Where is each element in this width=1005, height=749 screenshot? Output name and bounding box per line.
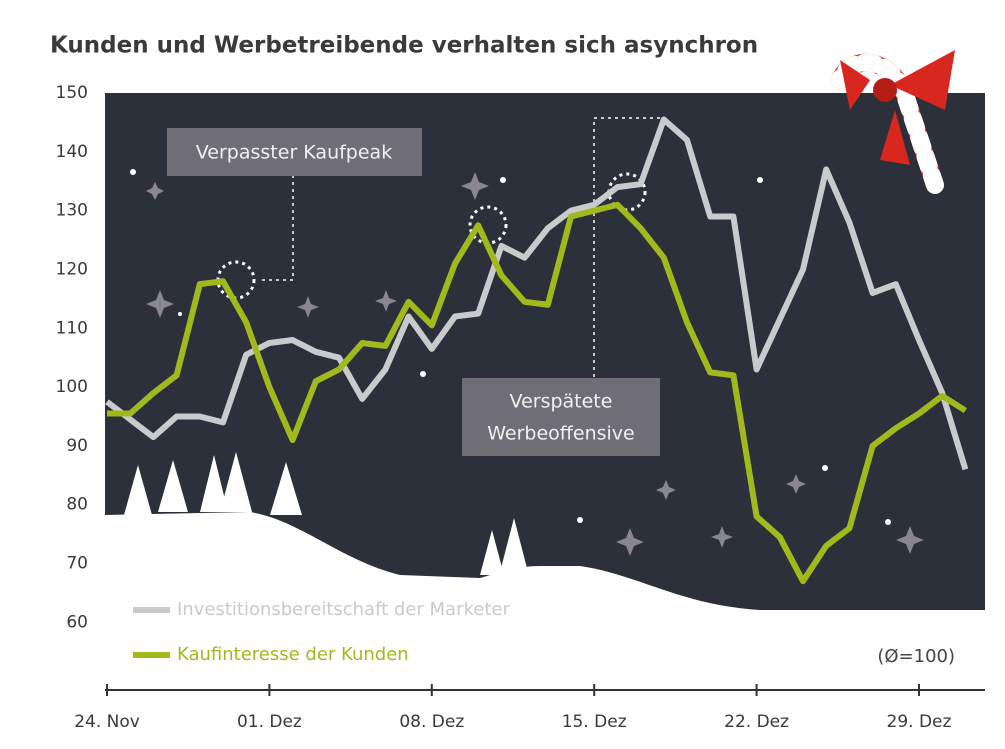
y-tick-label: 70 — [66, 554, 88, 574]
x-tick-label: 01. Dez — [237, 712, 302, 732]
y-tick-label: 80 — [66, 495, 88, 515]
y-tick-label: 150 — [56, 83, 88, 103]
x-tick-label: 15. Dez — [562, 712, 627, 732]
x-tick-label: 08. Dez — [399, 712, 464, 732]
chart-title: Kunden und Werbetreibende verhalten sich… — [50, 33, 758, 59]
x-tick-label: 24. Nov — [74, 712, 140, 732]
legend-label: Kaufinteresse der Kunden — [177, 644, 409, 665]
y-tick-label: 100 — [56, 377, 88, 397]
y-tick-label: 90 — [66, 436, 88, 456]
y-tick-label: 120 — [56, 259, 88, 279]
y-tick-label: 130 — [56, 201, 88, 221]
y-tick-label: 140 — [56, 142, 88, 162]
x-tick-label: 29. Dez — [887, 712, 952, 732]
y-tick-label: 110 — [56, 318, 88, 338]
annotation: Werbeoffensive — [487, 423, 634, 445]
chart: Kunden und Werbetreibende verhalten sich… — [0, 0, 1005, 749]
annotation: Verpasster Kaufpeak — [196, 142, 392, 164]
legend-label: Investitionsbereitschaft der Marketer — [177, 599, 510, 620]
annotation: (Ø=100) — [877, 646, 955, 667]
y-tick-label: 60 — [66, 612, 88, 632]
annotation: Verspätete — [510, 391, 613, 413]
x-tick-label: 22. Dez — [724, 712, 789, 732]
